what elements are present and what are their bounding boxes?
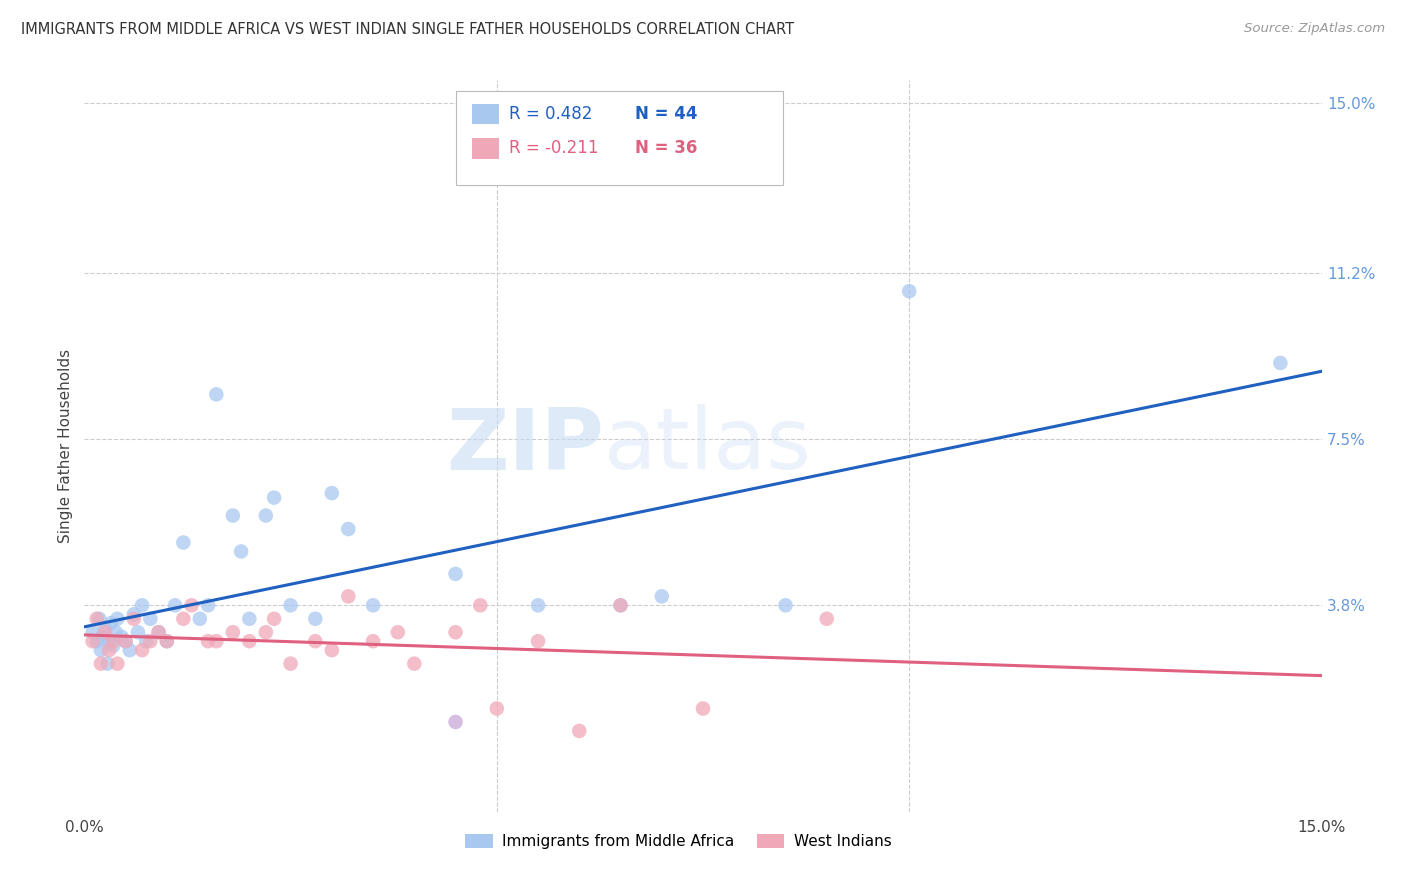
Point [280,599,302,613]
Point [118,643,141,657]
Point [568,723,591,738]
Point [361,634,384,648]
Point [470,599,492,613]
Point [110,630,132,644]
Point [304,612,326,626]
Text: N = 44: N = 44 [636,105,697,123]
Point [148,625,170,640]
Point [263,612,285,626]
Point [651,590,673,604]
Point [387,625,409,640]
Point [527,599,550,613]
Point [444,566,467,581]
Point [321,486,343,500]
Point [156,634,179,648]
Bar [471,103,499,124]
Point [165,599,187,613]
Point [91,630,114,644]
Point [131,599,153,613]
Point [114,634,136,648]
Point [103,634,125,648]
Point [222,508,245,523]
Point [404,657,426,671]
Point [609,599,631,613]
Point [1270,356,1292,370]
Point [280,657,302,671]
Point [103,639,125,653]
Point [692,701,714,715]
Point [254,508,277,523]
Point [90,643,112,657]
Point [114,634,136,648]
Point [131,643,153,657]
Point [90,657,112,671]
Point [609,599,631,613]
Point [361,599,384,613]
Point [238,612,260,626]
Point [89,612,111,626]
Point [122,612,145,626]
Point [815,612,838,626]
Point [197,634,219,648]
Point [527,634,550,648]
Point [104,625,127,640]
Point [197,599,219,613]
Point [86,612,108,626]
Point [304,634,326,648]
Point [122,607,145,622]
Point [254,625,277,640]
Point [172,535,194,549]
Text: atlas: atlas [605,404,813,488]
Point [105,657,128,671]
Point [205,387,228,401]
Point [898,284,921,298]
Text: R = -0.211: R = -0.211 [509,139,598,157]
Point [82,634,104,648]
Point [94,621,117,635]
Point [229,544,252,558]
Text: IMMIGRANTS FROM MIDDLE AFRICA VS WEST INDIAN SINGLE FATHER HOUSEHOLDS CORRELATIO: IMMIGRANTS FROM MIDDLE AFRICA VS WEST IN… [21,22,794,37]
Point [188,612,211,626]
Point [139,634,162,648]
Point [127,625,149,640]
Point [180,599,202,613]
Text: N = 36: N = 36 [636,139,697,157]
Point [775,599,797,613]
Bar [471,138,499,159]
Point [139,612,162,626]
Point [444,625,467,640]
Point [86,634,108,648]
Point [485,701,508,715]
Point [100,616,122,631]
Point [444,714,467,729]
Point [337,522,360,536]
Point [172,612,194,626]
Y-axis label: Single Father Households: Single Father Households [58,349,73,543]
Point [205,634,228,648]
Text: Source: ZipAtlas.com: Source: ZipAtlas.com [1244,22,1385,36]
Point [238,634,260,648]
Point [98,634,121,648]
Point [321,643,343,657]
Point [94,625,117,640]
Point [222,625,245,640]
Point [263,491,285,505]
Point [337,590,360,604]
FancyBboxPatch shape [456,91,783,185]
Text: R = 0.482: R = 0.482 [509,105,592,123]
Point [156,634,179,648]
Point [82,625,104,640]
Point [98,643,121,657]
Legend: Immigrants from Middle Africa, West Indians: Immigrants from Middle Africa, West Indi… [458,828,897,855]
Point [135,634,157,648]
Point [105,612,128,626]
Point [148,625,170,640]
Text: ZIP: ZIP [446,404,605,488]
Point [96,657,118,671]
